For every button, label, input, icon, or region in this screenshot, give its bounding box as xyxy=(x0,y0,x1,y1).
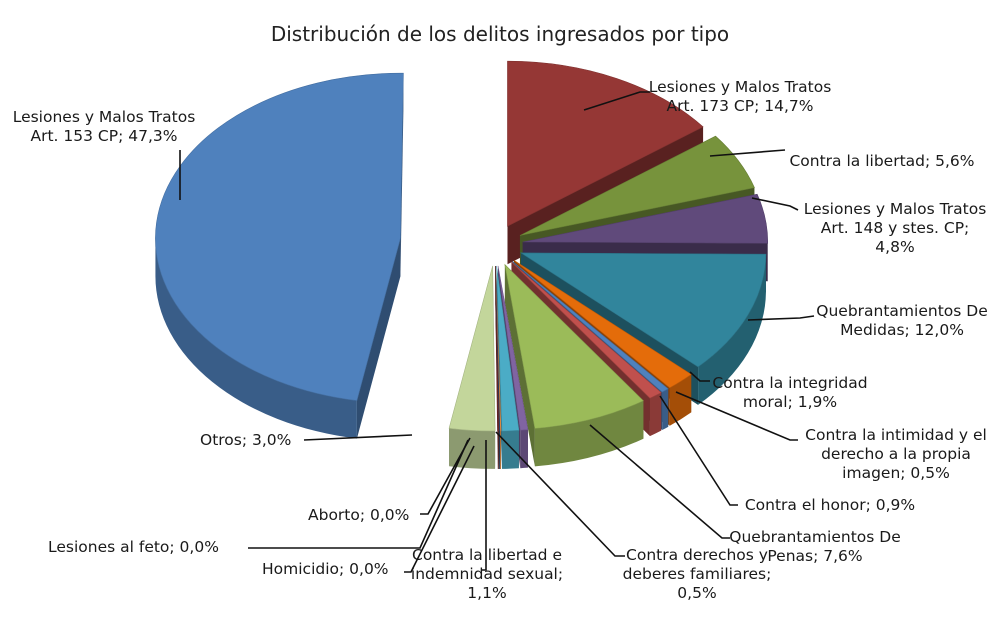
pie-slice-top xyxy=(507,60,704,227)
leader-line xyxy=(404,445,475,573)
data-label: Lesiones y Malos Tratos Art. 173 CP; 14,7… xyxy=(649,78,832,115)
pie-slice-top xyxy=(512,261,669,393)
data-label: Aborto; 0,0% xyxy=(308,506,409,524)
data-label: Lesiones y Malos Tratos Art. 153 CP; 47,3… xyxy=(13,108,196,145)
data-label: Lesiones y Malos Tratos Art. 148 y stes. … xyxy=(804,200,987,256)
leader-line xyxy=(495,431,625,557)
pie-slice-rim xyxy=(662,388,669,431)
pie-slice-wall xyxy=(356,238,401,439)
pie-slice-rim xyxy=(669,374,692,426)
pie-slice-top xyxy=(496,265,520,432)
pie-slice xyxy=(448,265,496,469)
leader-line xyxy=(583,91,650,111)
pie-slice-top xyxy=(497,265,529,431)
pie-slice-rim xyxy=(499,430,501,469)
pie-slice-rim xyxy=(649,392,662,437)
data-label: Contra el honor; 0,9% xyxy=(745,496,915,514)
leader-line xyxy=(689,371,710,382)
data-label: Contra la libertad e indemnidad sexual; 1,… xyxy=(411,546,563,602)
pie-slice-rim xyxy=(497,430,499,469)
data-label: Lesiones al feto; 0,0% xyxy=(48,538,219,556)
leader-line xyxy=(248,439,469,549)
pie-slice-top xyxy=(513,260,692,389)
pie-slice-wall xyxy=(504,264,535,467)
data-label: Contra la intimidad y el derecho a la pro… xyxy=(805,426,987,482)
data-label: Contra la libertad; 5,6% xyxy=(789,152,974,170)
data-label: Otros; 3,0% xyxy=(200,431,291,449)
leader-line xyxy=(659,395,738,506)
pie-slice-top xyxy=(155,72,404,401)
pie-slice-rim xyxy=(501,430,519,469)
data-label: Quebrantamientos De Penas; 7,6% xyxy=(729,528,900,565)
pie-slice-rim xyxy=(534,400,644,467)
pie-slice xyxy=(155,72,404,439)
data-label: Quebrantamientos De Medidas; 12,0% xyxy=(816,302,987,339)
pie-slice-top xyxy=(511,261,662,399)
data-label: Homicidio; 0,0% xyxy=(262,560,389,578)
leader-line xyxy=(709,149,786,157)
pie-slice-top xyxy=(519,135,755,236)
pie-slice xyxy=(504,263,644,467)
pie-slice-rim xyxy=(155,238,357,439)
pie-slice-rim xyxy=(698,254,766,405)
leader-line xyxy=(589,424,730,539)
pie-slice-top xyxy=(522,193,769,244)
leader-line xyxy=(420,437,471,515)
data-label: Contra derechos y deberes familiares; 0,5% xyxy=(623,546,772,602)
data-label: Contra la integridad moral; 1,9% xyxy=(712,374,867,411)
pie-slice-top xyxy=(504,263,644,429)
pie-slice-rim xyxy=(498,430,500,469)
leader-line xyxy=(303,434,413,441)
leader-line xyxy=(747,315,815,321)
pie-slice-top xyxy=(448,265,496,432)
pie-slice-top xyxy=(519,252,767,368)
chart-title: Distribución de los delitos ingresados p… xyxy=(270,22,730,46)
pie-slice-top xyxy=(495,265,500,432)
pie-slice xyxy=(496,265,520,469)
leader-line xyxy=(751,197,799,211)
leader-line xyxy=(481,440,487,571)
pie-slice xyxy=(495,265,500,469)
leader-line xyxy=(675,391,798,441)
